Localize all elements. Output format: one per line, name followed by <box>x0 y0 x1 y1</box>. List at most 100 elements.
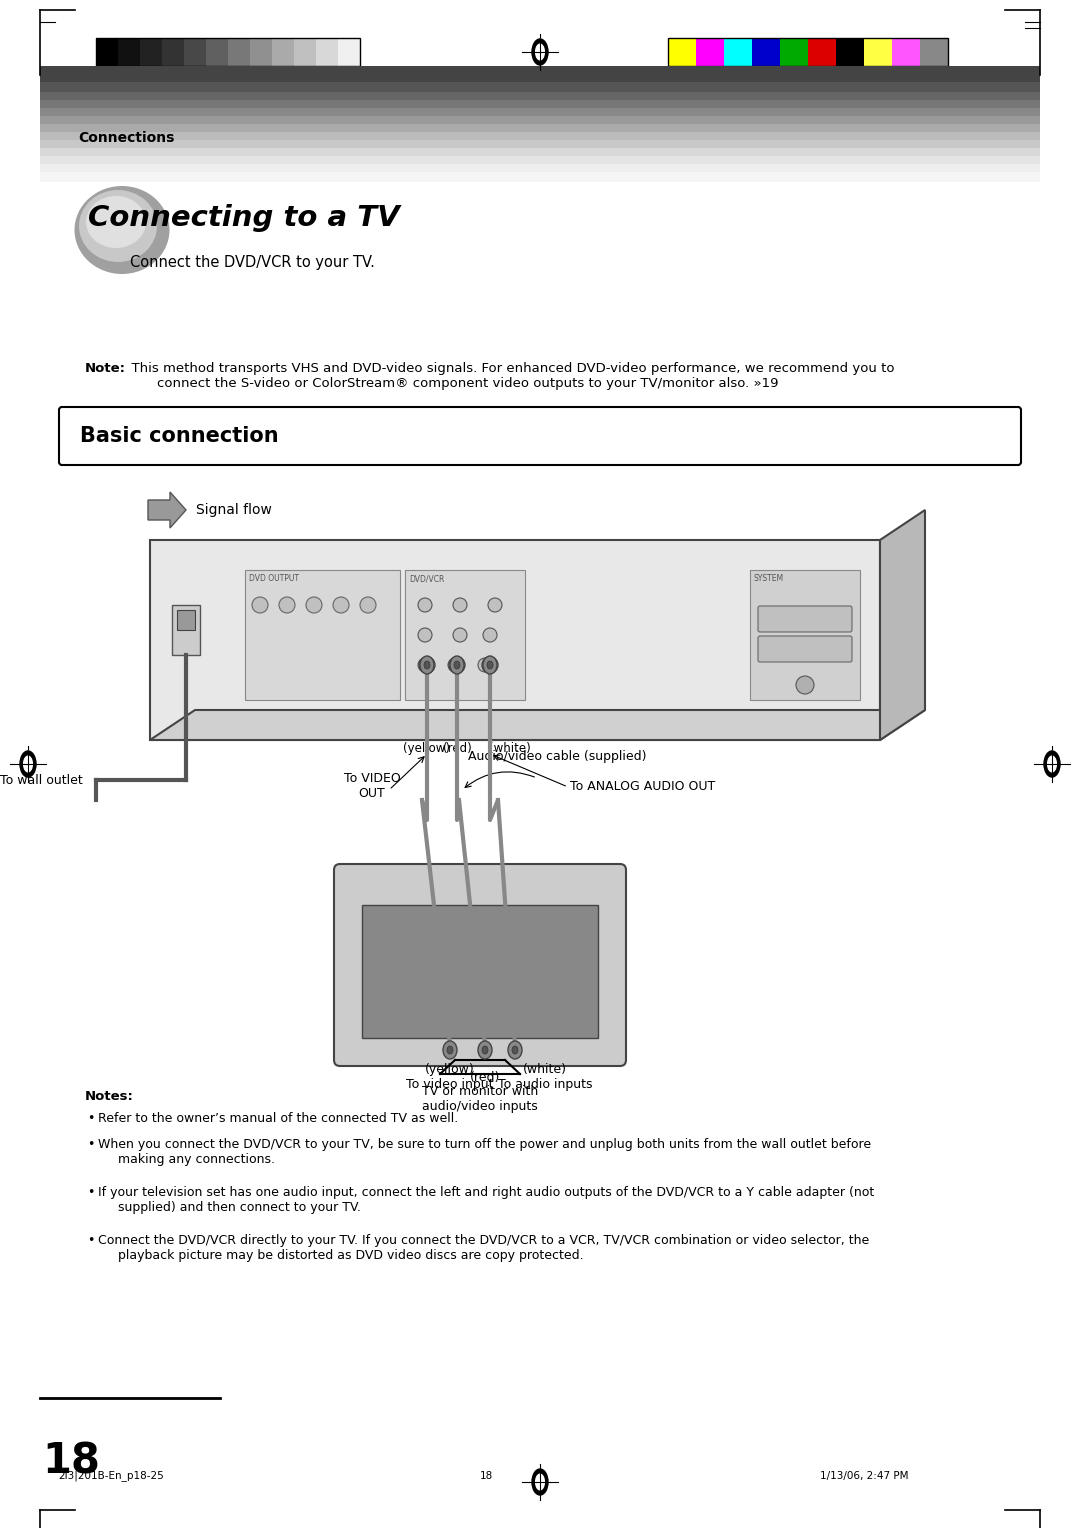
Text: Connections: Connections <box>78 131 174 145</box>
Bar <box>316 38 338 66</box>
Text: •: • <box>87 1112 94 1125</box>
Bar <box>864 38 892 66</box>
Bar <box>892 38 920 66</box>
Ellipse shape <box>532 1468 548 1494</box>
Bar <box>338 38 360 66</box>
Bar <box>750 570 860 700</box>
Ellipse shape <box>454 662 460 669</box>
Bar <box>40 92 1040 99</box>
Ellipse shape <box>536 1475 544 1490</box>
Ellipse shape <box>796 675 814 694</box>
Bar <box>669 38 696 66</box>
Text: When you connect the DVD/VCR to your TV, be sure to turn off the power and unplu: When you connect the DVD/VCR to your TV,… <box>98 1138 872 1166</box>
Text: Audio/video cable (supplied): Audio/video cable (supplied) <box>468 750 646 762</box>
Ellipse shape <box>360 597 376 613</box>
Text: To audio inputs: To audio inputs <box>498 1077 592 1091</box>
Text: (white): (white) <box>489 743 531 755</box>
Text: (red): (red) <box>443 743 471 755</box>
Polygon shape <box>880 510 924 740</box>
Text: •: • <box>87 1235 94 1247</box>
Bar <box>40 148 1040 156</box>
Text: To video input: To video input <box>406 1077 494 1091</box>
Bar <box>920 38 948 66</box>
Ellipse shape <box>450 656 464 674</box>
Bar <box>140 38 162 66</box>
Bar <box>696 38 724 66</box>
Bar <box>272 38 294 66</box>
Text: •: • <box>87 1138 94 1151</box>
Bar <box>669 38 948 66</box>
Ellipse shape <box>443 1041 457 1059</box>
FancyBboxPatch shape <box>758 607 852 633</box>
Bar <box>40 66 1040 83</box>
Text: (yellow): (yellow) <box>426 1063 475 1076</box>
Bar <box>40 99 1040 108</box>
Ellipse shape <box>424 662 430 669</box>
Bar <box>836 38 864 66</box>
Text: 2l3|201B-En_p18-25: 2l3|201B-En_p18-25 <box>58 1470 164 1482</box>
Bar <box>40 131 1040 141</box>
Ellipse shape <box>279 597 295 613</box>
Text: To VIDEO
OUT: To VIDEO OUT <box>343 772 401 801</box>
Text: If your television set has one audio input, connect the left and right audio out: If your television set has one audio inp… <box>98 1186 874 1215</box>
Ellipse shape <box>418 628 432 642</box>
Bar <box>780 38 808 66</box>
Text: Notes:: Notes: <box>85 1089 134 1103</box>
Ellipse shape <box>419 657 435 672</box>
FancyBboxPatch shape <box>758 636 852 662</box>
Bar <box>362 905 598 1038</box>
Ellipse shape <box>508 1041 522 1059</box>
Bar <box>294 38 316 66</box>
Bar <box>96 38 360 66</box>
Ellipse shape <box>333 597 349 613</box>
Ellipse shape <box>24 756 32 772</box>
Bar <box>752 38 780 66</box>
Bar <box>118 38 140 66</box>
Ellipse shape <box>478 1041 492 1059</box>
Text: (yellow): (yellow) <box>404 743 450 755</box>
Ellipse shape <box>488 597 502 613</box>
Ellipse shape <box>306 597 322 613</box>
Ellipse shape <box>21 750 36 778</box>
Bar <box>40 141 1040 148</box>
Ellipse shape <box>487 662 492 669</box>
Bar <box>162 38 184 66</box>
Ellipse shape <box>79 189 157 261</box>
Bar <box>206 38 228 66</box>
Bar <box>40 83 1040 92</box>
Text: 18: 18 <box>42 1439 100 1482</box>
Ellipse shape <box>86 196 146 248</box>
Text: Connect the DVD/VCR directly to your TV. If you connect the DVD/VCR to a VCR, TV: Connect the DVD/VCR directly to your TV.… <box>98 1235 869 1262</box>
FancyBboxPatch shape <box>334 863 626 1067</box>
Bar <box>40 163 1040 173</box>
Bar <box>808 38 836 66</box>
Bar <box>40 124 1040 131</box>
Text: (red): (red) <box>470 1071 500 1083</box>
FancyBboxPatch shape <box>59 406 1021 465</box>
Ellipse shape <box>483 656 497 674</box>
Ellipse shape <box>75 186 170 274</box>
Text: 1/13/06, 2:47 PM: 1/13/06, 2:47 PM <box>820 1471 908 1481</box>
Ellipse shape <box>453 628 467 642</box>
Bar <box>40 173 1040 182</box>
Ellipse shape <box>482 1047 488 1054</box>
Bar <box>96 38 118 66</box>
Text: DVD/VCR: DVD/VCR <box>409 575 444 584</box>
Ellipse shape <box>420 656 434 674</box>
Ellipse shape <box>483 628 497 642</box>
Text: Refer to the owner’s manual of the connected TV as well.: Refer to the owner’s manual of the conne… <box>98 1112 458 1125</box>
Ellipse shape <box>532 40 548 66</box>
Ellipse shape <box>447 1047 453 1054</box>
Text: To ANALOG AUDIO OUT: To ANALOG AUDIO OUT <box>570 781 715 793</box>
Ellipse shape <box>1048 756 1056 772</box>
Bar <box>150 539 880 740</box>
Bar <box>40 116 1040 124</box>
Bar <box>40 108 1040 116</box>
Text: Signal flow: Signal flow <box>195 503 272 516</box>
Ellipse shape <box>418 597 432 613</box>
Polygon shape <box>148 492 186 529</box>
Bar <box>245 570 400 700</box>
Ellipse shape <box>448 659 462 672</box>
Text: Note:: Note: <box>85 362 126 374</box>
Ellipse shape <box>478 659 492 672</box>
